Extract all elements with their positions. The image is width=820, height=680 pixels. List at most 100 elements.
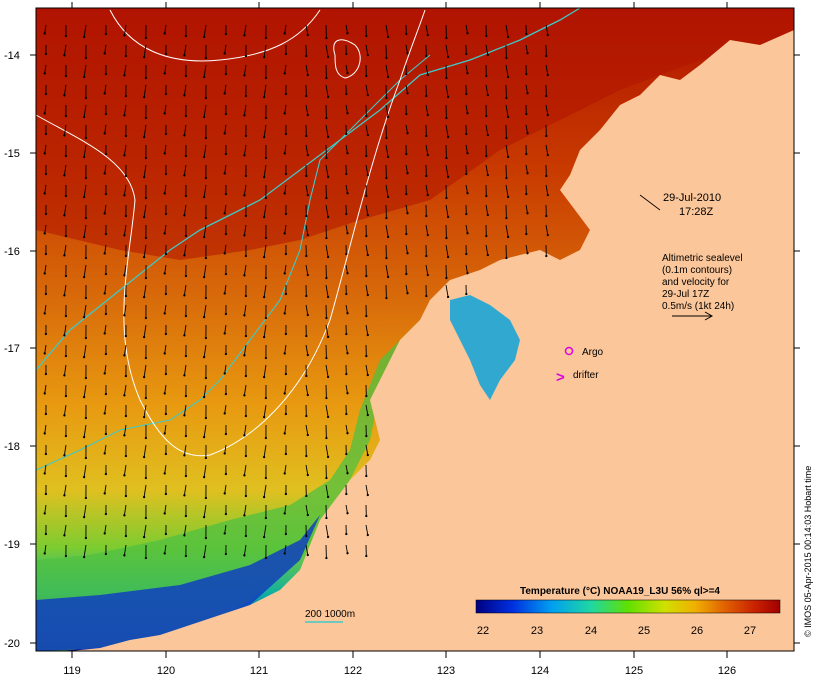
velocity-arrow <box>283 64 287 75</box>
velocity-arrow <box>505 64 510 79</box>
velocity-arrow <box>283 504 287 515</box>
velocity-arrow <box>283 344 287 355</box>
drifter-label: drifter <box>573 370 599 381</box>
velocity-arrow <box>345 504 349 515</box>
velocity-arrow <box>223 404 227 415</box>
velocity-arrow <box>262 204 267 219</box>
velocity-arrows <box>43 24 549 560</box>
velocity-arrow <box>262 484 267 499</box>
velocity-arrow <box>43 264 47 275</box>
velocity-arrow <box>325 284 330 299</box>
velocity-arrow <box>505 104 510 119</box>
velocity-arrow <box>505 144 510 159</box>
velocity-arrow <box>163 544 167 555</box>
velocity-arrow <box>345 384 349 395</box>
lon-tick: 119 <box>63 665 81 677</box>
velocity-arrow <box>405 284 409 295</box>
velocity-arrow <box>103 124 107 135</box>
velocity-arrow <box>63 84 67 97</box>
lon-tick: 123 <box>437 665 455 677</box>
velocity-arrow <box>43 304 47 315</box>
land-mass <box>70 30 794 651</box>
velocity-arrow <box>305 64 309 77</box>
velocity-arrow <box>223 324 227 335</box>
velocity-arrow <box>163 264 167 275</box>
velocity-arrow <box>103 364 107 375</box>
velocity-arrow <box>43 24 47 35</box>
velocity-arrow <box>103 204 107 215</box>
velocity-arrow <box>243 264 247 277</box>
velocity-arrow <box>445 164 450 179</box>
velocity-arrow <box>202 424 207 439</box>
velocity-arrow <box>142 324 147 339</box>
velocity-arrow <box>223 124 227 135</box>
velocity-arrow <box>43 344 47 355</box>
velocity-arrow <box>405 244 409 255</box>
velocity-arrow <box>123 464 127 477</box>
velocity-arrow <box>223 244 227 255</box>
altimetry-note-line: (0.1m contours) <box>662 265 732 276</box>
velocity-arrow <box>425 264 429 277</box>
velocity-arrow <box>385 24 390 39</box>
velocity-arrow <box>445 124 450 139</box>
velocity-arrow <box>325 44 330 59</box>
velocity-arrow <box>283 424 287 435</box>
velocity-arrow <box>365 324 369 337</box>
velocity-arrow <box>82 304 87 319</box>
velocity-arrow <box>103 484 107 495</box>
lon-tick: 121 <box>250 665 268 677</box>
velocity-arrow <box>283 144 287 155</box>
velocity-arrow <box>183 124 187 137</box>
velocity-arrow <box>82 184 87 199</box>
velocity-arrow <box>63 164 67 177</box>
velocity-arrow <box>163 184 167 195</box>
velocity-arrow <box>283 184 287 195</box>
velocity-arrow <box>385 104 390 119</box>
velocity-arrow <box>223 444 227 455</box>
velocity-arrow <box>365 44 369 57</box>
velocity-arrow <box>243 464 247 477</box>
velocity-arrow <box>425 144 429 157</box>
velocity-arrow <box>385 184 390 199</box>
velocity-arrow <box>163 104 167 115</box>
velocity-arrow <box>305 24 309 37</box>
velocity-arrow <box>202 184 207 199</box>
velocity-arrow <box>183 84 187 97</box>
velocity-arrow <box>243 384 247 397</box>
velocity-arrow <box>385 224 390 239</box>
velocity-arrow <box>465 64 469 75</box>
velocity-arrow <box>325 444 330 459</box>
velocity-arrow <box>305 304 309 317</box>
velocity-arrow <box>305 184 309 197</box>
velocity-arrow <box>283 224 287 235</box>
velocity-arrow <box>142 84 147 99</box>
velocity-arrow <box>123 304 127 317</box>
velocity-arrow <box>283 544 287 555</box>
velocity-arrow <box>202 304 207 319</box>
velocity-arrow <box>202 544 207 559</box>
velocity-arrow <box>183 44 187 57</box>
velocity-arrow <box>345 464 349 475</box>
velocity-arrow <box>425 104 429 117</box>
velocity-arrow <box>305 104 309 117</box>
lat-tick-labels: -14 -15 -16 -17 -18 -19 -20 <box>4 50 20 650</box>
velocity-arrow <box>43 104 47 115</box>
velocity-arrow <box>465 24 469 35</box>
credit-text: © IMOS 05-Apr-2015 00:14:03 Hobart time <box>803 466 813 637</box>
altimetry-note-line: Altimetric sealevel <box>662 253 743 264</box>
velocity-arrow <box>163 424 167 435</box>
velocity-arrow <box>345 184 349 195</box>
velocity-arrow <box>262 44 267 59</box>
velocity-arrow <box>305 464 309 477</box>
velocity-arrow <box>262 324 267 339</box>
velocity-arrow <box>425 224 429 237</box>
velocity-arrow <box>305 264 309 277</box>
lat-tick: -18 <box>4 441 20 453</box>
velocity-arrow <box>202 144 207 159</box>
velocity-arrow <box>183 524 187 537</box>
sealevel-contour-3 <box>333 39 361 79</box>
altimetry-note-line: 0.5m/s (1kt 24h) <box>662 301 734 312</box>
velocity-arrow <box>305 344 309 357</box>
lon-tick: 122 <box>344 665 362 677</box>
velocity-arrow <box>525 84 529 95</box>
